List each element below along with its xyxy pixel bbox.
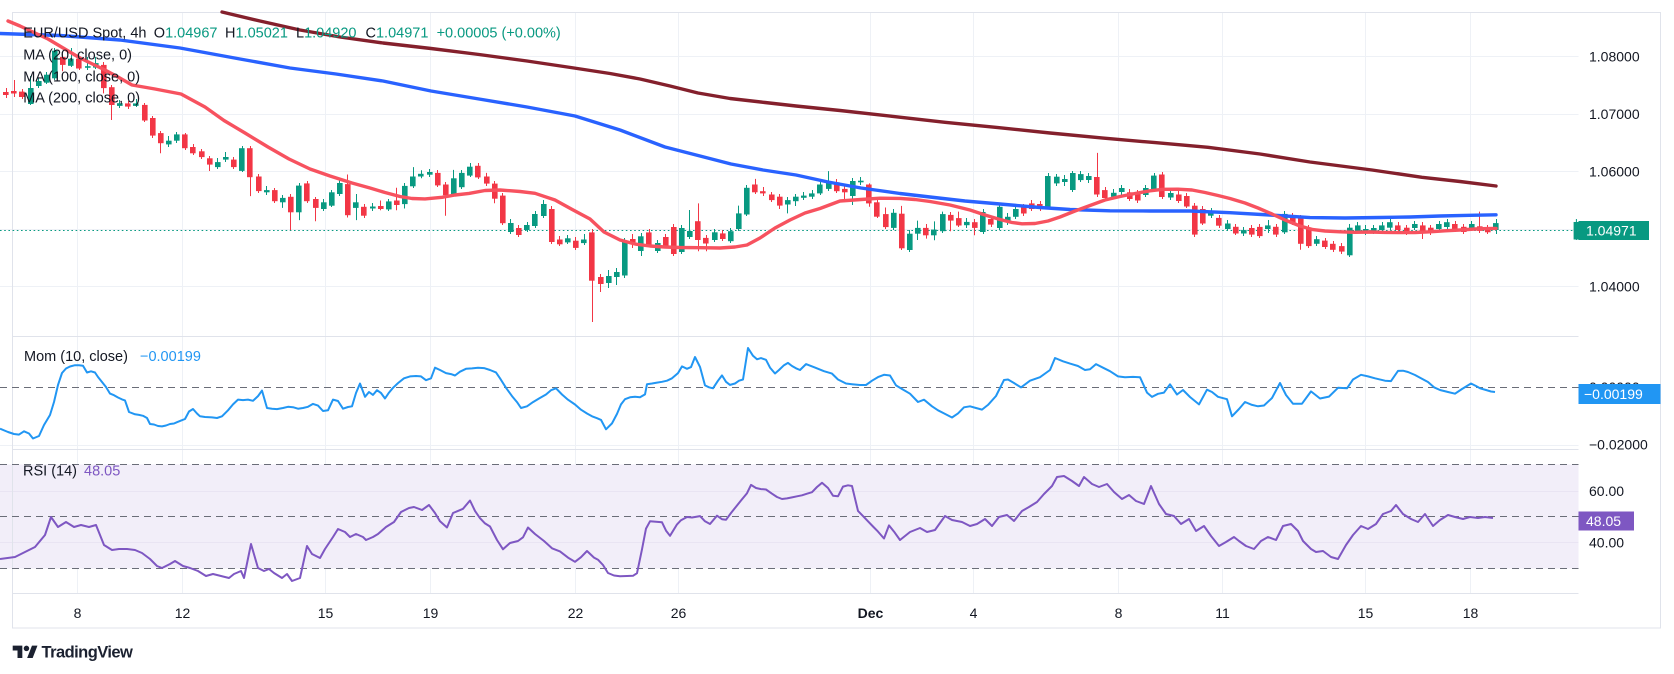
svg-text:8: 8 — [74, 605, 82, 621]
svg-text:1.08000: 1.08000 — [1589, 49, 1640, 65]
svg-text:−0.00199: −0.00199 — [1584, 386, 1643, 402]
svg-text:60.00: 60.00 — [1589, 483, 1624, 499]
svg-text:11: 11 — [1215, 605, 1230, 621]
svg-text:19: 19 — [423, 605, 439, 621]
svg-text:26: 26 — [671, 605, 687, 621]
svg-text:Mom (10, close) −0.00199: Mom (10, close) −0.00199 — [24, 349, 201, 365]
svg-text:22: 22 — [568, 605, 584, 621]
svg-text:15: 15 — [318, 605, 334, 621]
svg-text:TradingView: TradingView — [42, 644, 134, 662]
svg-text:1.06000: 1.06000 — [1589, 164, 1640, 180]
svg-text:18: 18 — [1463, 605, 1479, 621]
svg-text:1.04000: 1.04000 — [1589, 279, 1640, 295]
svg-text:40.00: 40.00 — [1589, 534, 1624, 550]
svg-text:Dec: Dec — [858, 605, 884, 621]
svg-text:48.05: 48.05 — [1586, 513, 1621, 529]
svg-text:15: 15 — [1358, 605, 1374, 621]
svg-text:12: 12 — [175, 605, 191, 621]
svg-text:−0.02000: −0.02000 — [1589, 437, 1648, 453]
svg-text:1.04971: 1.04971 — [1586, 223, 1637, 239]
svg-text:4: 4 — [970, 605, 978, 621]
svg-text:1.07000: 1.07000 — [1589, 106, 1640, 122]
svg-text:8: 8 — [1115, 605, 1123, 621]
svg-text:RSI (14) 48.05: RSI (14) 48.05 — [23, 464, 120, 480]
svg-text:MA (200, close, 0): MA (200, close, 0) — [23, 90, 140, 106]
svg-text:MA (20, close, 0): MA (20, close, 0) — [23, 48, 132, 64]
svg-text:MA (100, close, 0): MA (100, close, 0) — [23, 69, 140, 85]
